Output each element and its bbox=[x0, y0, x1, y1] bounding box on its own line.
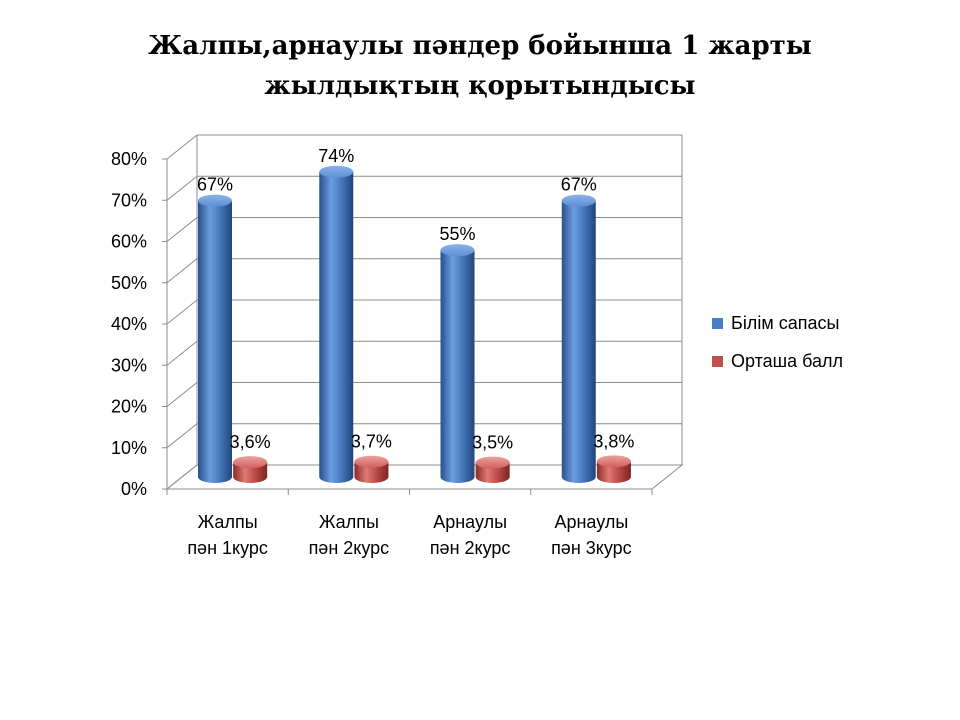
data-label: 55% bbox=[439, 224, 475, 244]
data-label: 3,5% bbox=[472, 433, 513, 453]
gridline-side bbox=[166, 134, 198, 160]
category-label: Жалпы пән 1курс bbox=[187, 512, 268, 558]
y-tick-label: 40% bbox=[111, 314, 147, 334]
bar bbox=[198, 194, 233, 483]
legend-entry: Орташа балл bbox=[731, 351, 843, 371]
bar-top bbox=[319, 165, 354, 178]
data-label: 67% bbox=[197, 175, 233, 195]
bar-top bbox=[596, 455, 631, 468]
chart-title-line-2: жылдықтың қорытындысы bbox=[264, 71, 696, 101]
data-label: 3,7% bbox=[351, 432, 392, 452]
gridline-side bbox=[166, 217, 198, 242]
bar bbox=[440, 244, 475, 483]
bar-body bbox=[198, 200, 233, 483]
gridline-side bbox=[166, 340, 198, 366]
gridline-side bbox=[166, 423, 198, 449]
y-tick-label: 20% bbox=[111, 397, 147, 417]
gridline-side bbox=[166, 175, 198, 201]
y-tick-label: 0% bbox=[121, 479, 147, 499]
category-label-line: Арнаулы bbox=[554, 512, 628, 532]
chart-title: Жалпы,арнаулы пәндер бойынша 1 жарты жыл… bbox=[60, 26, 900, 106]
category-label-line: Арнаулы bbox=[433, 512, 507, 532]
legend-swatch bbox=[712, 318, 723, 329]
gridline-side bbox=[166, 299, 198, 325]
legend-swatch bbox=[712, 356, 723, 367]
gridline-side bbox=[166, 258, 198, 284]
bar-top bbox=[561, 194, 596, 207]
bar-body bbox=[319, 171, 354, 483]
bar bbox=[233, 456, 268, 483]
bar-top bbox=[354, 455, 389, 468]
data-label: 3,8% bbox=[593, 431, 634, 451]
gridline-side bbox=[166, 382, 198, 407]
category-label: Арнаулы пән 3курс bbox=[551, 512, 632, 558]
category-label-line: пән 3курс bbox=[551, 538, 632, 558]
data-label: 74% bbox=[318, 146, 354, 166]
category-label-line: Жалпы bbox=[198, 512, 258, 532]
y-tick-label: 70% bbox=[111, 190, 147, 210]
bar-top bbox=[440, 244, 475, 257]
data-label: 3,6% bbox=[230, 432, 271, 452]
y-tick-label: 50% bbox=[111, 273, 147, 293]
bar-top bbox=[198, 194, 233, 207]
category-label-line: пән 2курс bbox=[430, 538, 511, 558]
y-tick-label: 60% bbox=[111, 232, 147, 252]
bar-body bbox=[561, 200, 596, 483]
bar-body bbox=[596, 461, 631, 483]
bar-body bbox=[440, 250, 475, 483]
category-label-line: Жалпы bbox=[319, 512, 379, 532]
data-label: 67% bbox=[561, 175, 597, 195]
y-tick-label: 10% bbox=[111, 438, 147, 458]
chart-title-line-1: Жалпы,арнаулы пәндер бойынша 1 жарты bbox=[148, 31, 812, 61]
y-tick-label: 80% bbox=[111, 149, 147, 169]
bar bbox=[475, 456, 510, 483]
category-label: Арнаулы пән 2курс bbox=[430, 512, 511, 558]
bar bbox=[561, 194, 596, 483]
y-tick-label: 30% bbox=[111, 355, 147, 375]
bar-body bbox=[233, 462, 268, 483]
category-label-line: пән 1курс bbox=[187, 538, 268, 558]
bar bbox=[354, 455, 389, 483]
bar-top bbox=[233, 456, 268, 469]
bar bbox=[319, 165, 354, 483]
bar-top bbox=[475, 456, 510, 469]
bar bbox=[596, 455, 631, 483]
category-label: Жалпы пән 2курс bbox=[309, 512, 390, 558]
legend-entry: Білім сапасы bbox=[731, 313, 839, 333]
bar-body bbox=[354, 461, 389, 483]
category-label-line: пән 2курс bbox=[309, 538, 390, 558]
chart-floor bbox=[165, 464, 684, 490]
